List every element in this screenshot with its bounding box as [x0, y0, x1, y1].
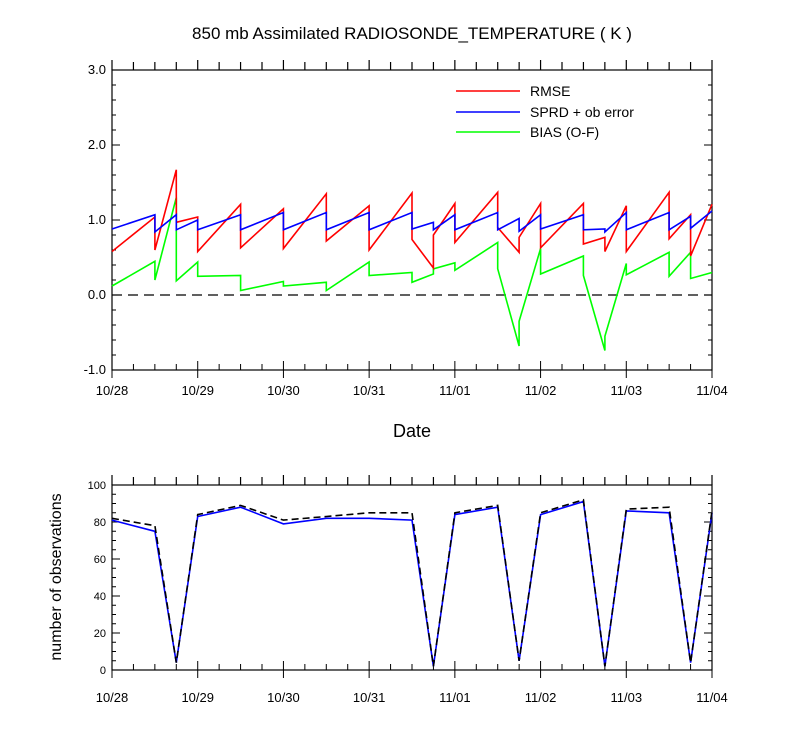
y-axis-label-observations: number of observations	[48, 493, 65, 660]
x-tick-label: 11/04	[696, 690, 728, 705]
series-line-rmse	[111, 169, 713, 271]
y-tick-label: 1.0	[88, 212, 106, 227]
x-tick-label: 10/29	[181, 383, 214, 398]
x-tick-label: 11/01	[439, 383, 471, 398]
y-tick-label: 3.0	[88, 62, 106, 77]
legend-label: SPRD + ob error	[530, 104, 634, 120]
x-tick-label: 10/28	[96, 690, 129, 705]
y-tick-label: 20	[94, 628, 106, 640]
chart-title: 850 mb Assimilated RADIOSONDE_TEMPERATUR…	[192, 24, 632, 43]
x-tick-label: 11/04	[696, 383, 728, 398]
series-line-possible	[111, 498, 713, 667]
y-tick-label: -1.0	[84, 362, 106, 377]
x-tick-label: 11/01	[439, 690, 471, 705]
top-chart: -1.0 0.0 1.0 2.0 3.0 10/28 10/29 10/30 10/31 11/0…	[84, 60, 728, 398]
bottom-chart: 0 20 40 60 80 100 10/28 10/29 10/30 10/31 11/01 11/…	[88, 475, 728, 705]
y-tick-label: 100	[88, 480, 106, 492]
x-tick-label: 10/31	[353, 690, 386, 705]
y-tick-label: 2.0	[88, 137, 106, 152]
x-tick-label: 10/30	[267, 383, 300, 398]
series-line-bias-o-f	[111, 197, 713, 351]
x-tick-label: 10/28	[96, 383, 129, 398]
x-tick-label: 10/30	[267, 690, 300, 705]
x-tick-label: 10/31	[353, 383, 386, 398]
plot-frame	[111, 484, 713, 671]
x-tick-label: 11/03	[610, 383, 642, 398]
legend-label: BIAS (O-F)	[530, 124, 599, 140]
y-tick-label: 0.0	[88, 287, 106, 302]
legend-label: RMSE	[530, 83, 570, 99]
y-tick-label: 60	[94, 554, 106, 566]
y-tick-label: 40	[94, 591, 106, 603]
series-line-sprd-ob-error	[111, 210, 713, 234]
x-tick-label: 11/02	[525, 690, 557, 705]
y-tick-label: 0	[100, 665, 106, 677]
x-tick-label: 11/03	[610, 690, 642, 705]
x-tick-label: 10/29	[181, 690, 214, 705]
x-axis-label: Date	[393, 421, 431, 441]
x-tick-label: 11/02	[525, 383, 557, 398]
y-tick-label: 80	[94, 517, 106, 529]
series-line-assimilated	[111, 500, 713, 667]
